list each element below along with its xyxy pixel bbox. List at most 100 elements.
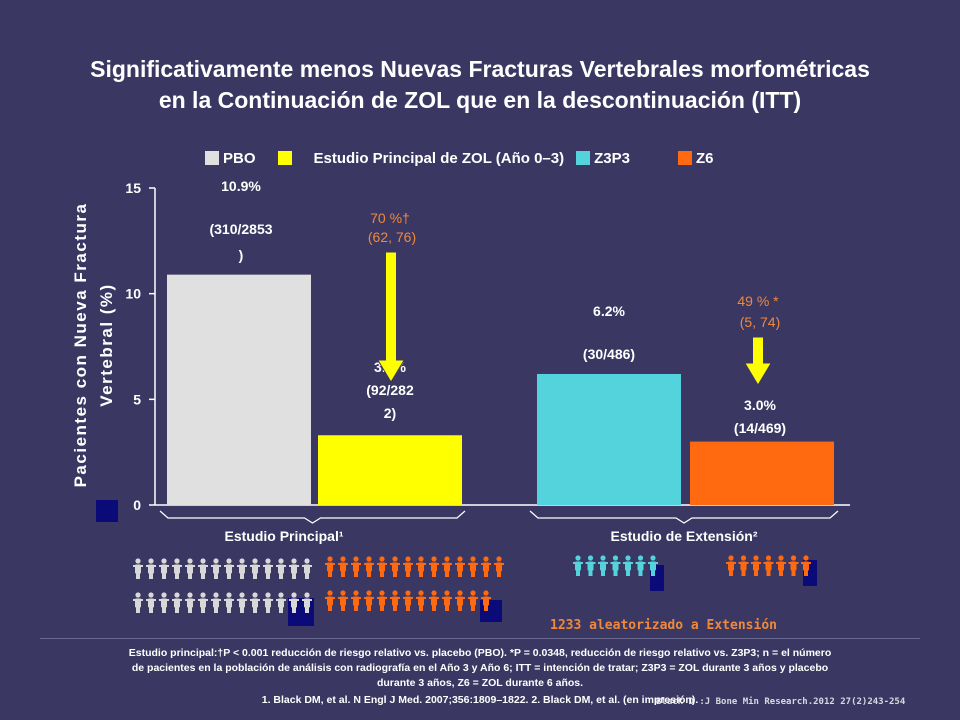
person-icon — [788, 555, 799, 576]
person-icon — [776, 555, 786, 576]
person-icon — [159, 592, 169, 613]
person-icon — [224, 558, 234, 579]
person-icon — [276, 558, 286, 579]
person-icon — [468, 556, 478, 577]
person-icon — [738, 555, 749, 576]
person-icon — [302, 592, 312, 613]
y-tick-label: 0 — [133, 497, 141, 513]
person-icon — [211, 558, 221, 579]
legend-swatch-zol — [277, 151, 292, 165]
person-icon — [403, 556, 413, 577]
bar-label-0-pct: 10.9% — [221, 178, 261, 194]
person-icon — [751, 555, 761, 576]
y-tick-label: 10 — [125, 286, 141, 302]
person-icon — [585, 555, 596, 576]
person-icon — [623, 555, 633, 576]
title-line-1: Significativamente menos Nuevas Fractura… — [90, 56, 870, 82]
person-icon — [263, 558, 273, 579]
person-icon — [211, 592, 221, 613]
legend-label-z6: Z6 — [695, 149, 714, 167]
person-icon — [442, 556, 452, 577]
person-icon — [455, 556, 465, 577]
legend-item-z6: Z6 — [677, 149, 714, 167]
citation: Black D :J Bone Min Research.2012 27(2)2… — [656, 697, 906, 707]
person-icon — [159, 558, 169, 579]
extension-note: 1233 aleatorizado a Extensión — [550, 618, 777, 633]
slide-title: Significativamente menos Nuevas Fractura… — [0, 54, 960, 116]
person-icon — [172, 558, 182, 579]
person-icon — [250, 592, 260, 613]
person-icon — [276, 592, 286, 613]
person-icon — [289, 592, 299, 613]
title-line-2: en la Continuación de ZOL que en la desc… — [158, 87, 802, 113]
legend-label-zol: Estudio Principal de ZOL (Año 0–3) — [313, 149, 565, 167]
references: 1. Black DM, et al. N Engl J Med. 2007;3… — [261, 694, 699, 706]
reduction-arrow-extension — [743, 336, 773, 386]
bar-chart: 0 5 10 15 Pacientes con Nueva Fractura Verteb… — [71, 178, 850, 626]
person-icon — [133, 558, 143, 579]
legend-swatch-z3p3 — [576, 151, 591, 165]
person-icon — [185, 592, 195, 613]
person-icon — [146, 592, 156, 613]
person-icon — [351, 556, 361, 577]
person-icon — [364, 590, 374, 611]
footnote: Estudio principal:†P < 0.001 reducción d… — [40, 646, 920, 708]
person-icon — [801, 555, 811, 576]
person-icon — [172, 592, 182, 613]
bar-label-2-n: (30/486) — [583, 346, 635, 362]
footnote-line-3: durante 3 años, Z6 = ZOL durante 6 años. — [376, 677, 584, 689]
legend-swatch-pbo — [205, 151, 219, 165]
group-brace-principal — [159, 510, 466, 524]
person-icon — [494, 556, 504, 577]
bar-2 — [537, 373, 681, 505]
marker-square — [96, 500, 118, 522]
legend-swatch-z6 — [677, 151, 692, 165]
group-label-principal: Estudio Principal¹ — [224, 528, 343, 544]
person-icon — [237, 558, 247, 579]
person-icon — [429, 590, 439, 611]
y-axis-label-line-2: Vertebral (%) — [97, 283, 116, 406]
legend-item-pbo: PBO — [205, 150, 256, 167]
person-icon — [133, 592, 143, 613]
y-tick-label: 5 — [133, 391, 141, 407]
annotation-0-ci: (62, 76) — [368, 229, 416, 245]
bar-label-0-n: (310/2853 — [209, 221, 272, 237]
person-icon — [648, 555, 658, 576]
bar-label-0-n2: ) — [239, 247, 244, 263]
person-icon — [390, 556, 400, 577]
person-icon — [338, 590, 348, 611]
person-icon — [598, 555, 608, 576]
person-icon — [263, 592, 273, 613]
y-axis-label-line-1: Pacientes con Nueva Fractura — [71, 203, 90, 488]
bar-3 — [690, 441, 834, 505]
footnote-separator — [40, 638, 920, 639]
legend-item-z3p3: Z3P3 — [576, 150, 630, 167]
person-icon — [377, 590, 387, 611]
person-icon — [351, 590, 361, 611]
footnote-line-1: Estudio principal:†P < 0.001 reducción d… — [128, 647, 832, 659]
person-icon — [610, 555, 621, 576]
annotation-1-pct: 49 % * — [737, 293, 779, 309]
person-icon — [429, 556, 439, 577]
person-icon — [635, 555, 646, 576]
person-icon — [364, 556, 374, 577]
person-icon — [455, 590, 465, 611]
person-icon — [442, 590, 452, 611]
bar-label-2-pct: 6.2% — [593, 303, 625, 319]
person-icon — [573, 555, 583, 576]
bar-label-3-n: (14/469) — [734, 420, 786, 436]
person-icon — [763, 555, 774, 576]
person-icon — [338, 556, 348, 577]
person-icon — [146, 558, 156, 579]
person-icon — [481, 556, 491, 577]
person-icon — [416, 556, 426, 577]
bar-0 — [167, 274, 311, 505]
person-icon — [390, 590, 400, 611]
person-icon — [185, 558, 195, 579]
person-icon — [468, 590, 478, 611]
group-brace-extension — [529, 510, 839, 524]
legend-item-zol: Estudio Principal de ZOL (Año 0–3) — [277, 149, 565, 167]
bar-1 — [318, 435, 462, 505]
footnote-line-2: de pacientes en la población de análisis… — [131, 662, 829, 674]
